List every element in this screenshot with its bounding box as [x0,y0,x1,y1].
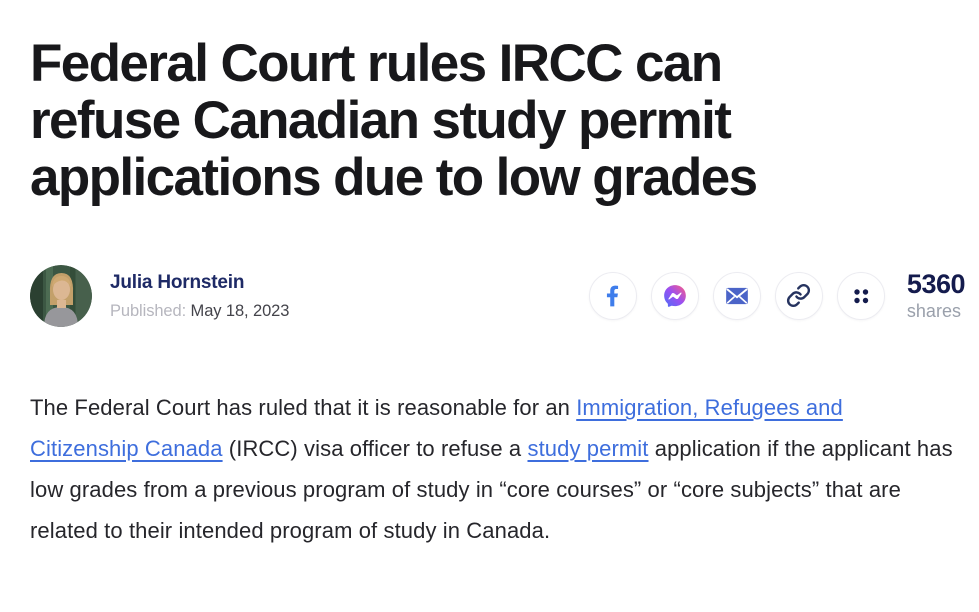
share-count-label: shares [906,300,961,321]
share-copy-link-button[interactable] [774,271,823,320]
article-body-paragraph: The Federal Court has ruled that it is r… [30,387,956,551]
link-icon [787,284,811,308]
byline-row: Julia Hornstein Published: May 18, 2023 [30,265,966,327]
author-avatar-image [30,265,92,327]
share-messenger-button[interactable] [650,271,699,320]
article-title-line-3: applications due to low grades [30,148,758,207]
share-more-options-button[interactable] [836,271,885,320]
share-buttons-row: 5360 shares [588,269,966,321]
author-avatar[interactable] [30,265,92,327]
published-line: Published: May 18, 2023 [110,302,289,321]
article-page: Federal Court rules IRCC can refuse Cana… [0,35,979,612]
body-text-1: The Federal Court has ruled that it is r… [30,395,577,420]
published-date: May 18, 2023 [190,301,290,320]
author-meta: Julia Hornstein Published: May 18, 2023 [110,272,289,321]
share-count-block: 5360 shares [906,269,966,321]
body-text-3: application if the applicant has low gra… [30,436,953,543]
share-email-button[interactable] [712,271,761,320]
author-block: Julia Hornstein Published: May 18, 2023 [30,265,289,327]
share-count-number: 5360 [906,269,966,300]
published-label: Published: [110,301,187,320]
link-study-permit[interactable]: study permit [527,436,649,461]
body-text-2: (IRCC) visa officer to refuse a [222,436,528,461]
facebook-icon [607,285,619,307]
link-ircc[interactable]: Immigration, Refugees and Citizenship Ca… [30,395,843,461]
article-title-line-1: Federal Court rules IRCC can [30,34,723,93]
messenger-icon [664,285,686,307]
article-title-line-2: refuse Canadian study permit [30,91,732,150]
share-facebook-button[interactable] [588,271,637,320]
email-icon [726,287,748,305]
author-name[interactable]: Julia Hornstein [110,271,245,293]
article-title: Federal Court rules IRCC can refuse Cana… [30,35,965,206]
more-options-icon [854,289,869,304]
